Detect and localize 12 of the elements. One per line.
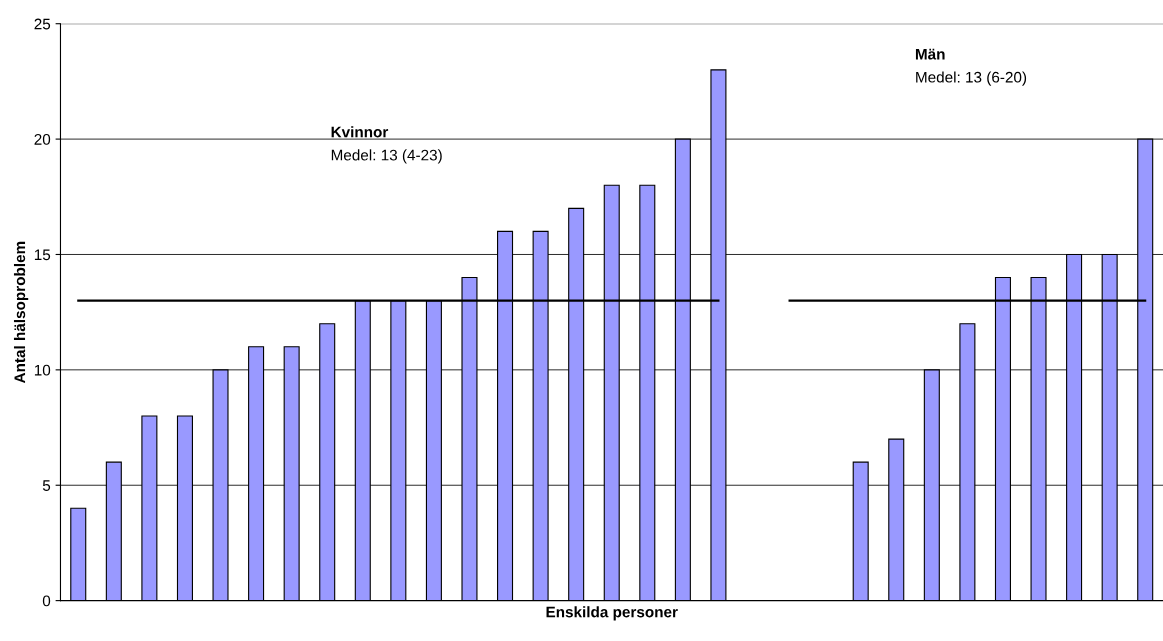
y-tick-label: 0 [42, 595, 51, 607]
annotation: Medel: 13 (6-20) [916, 71, 1027, 86]
x-axis-title: Enskilda personer [546, 606, 678, 621]
annotation: Män [915, 48, 945, 60]
y-axis-title: Antal hälsoproblem [13, 241, 29, 384]
y-tick-label: 25 [34, 18, 51, 30]
annotation: Medel: 13 (4-23) [331, 149, 442, 164]
y-tick-label: 20 [34, 133, 51, 145]
y-tick-label: 10 [34, 364, 51, 376]
y-tick-label: 15 [34, 249, 51, 261]
annotation: Kvinnor [331, 126, 389, 138]
y-tick-label: 5 [42, 480, 51, 491]
